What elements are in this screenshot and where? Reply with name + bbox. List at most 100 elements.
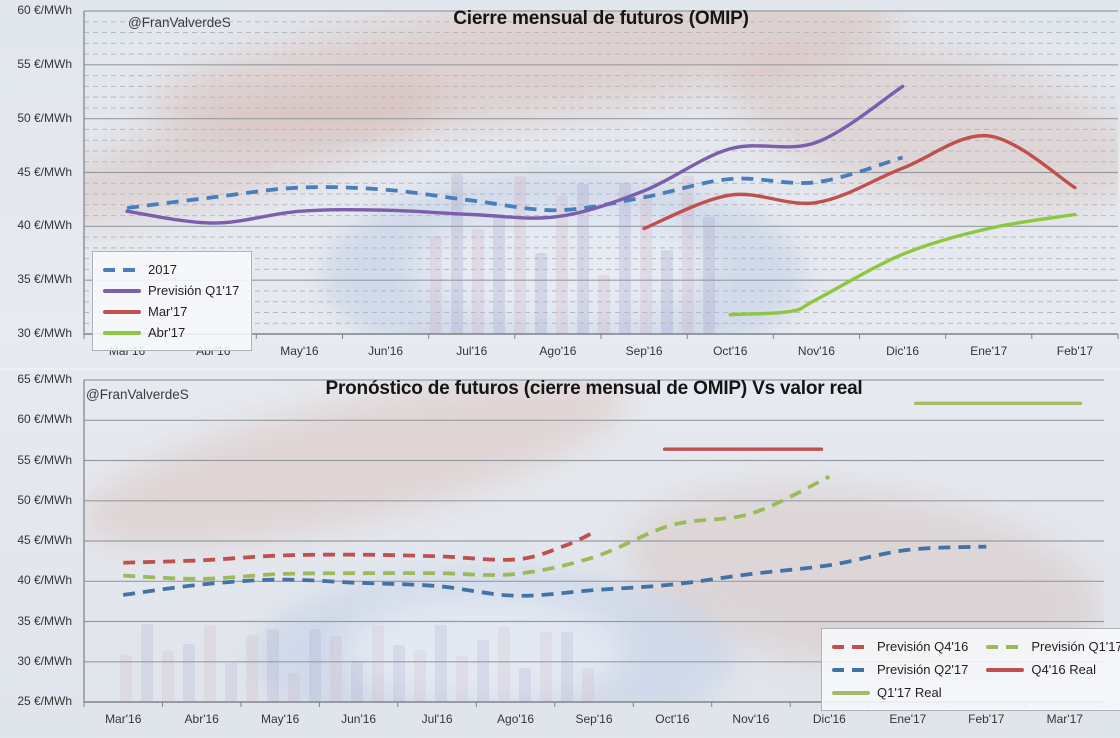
x-tick-label: Ago'16 — [539, 344, 577, 358]
watermark: @FranValverdeS — [128, 15, 231, 30]
x-tick-label: Nov'16 — [732, 712, 770, 726]
x-tick-label: Jun'16 — [341, 712, 377, 726]
background-bar-decor — [561, 632, 573, 702]
background-bar-decor — [393, 645, 405, 702]
x-tick-label: Jul'16 — [456, 344, 488, 358]
y-tick-label: 25 €/MWh — [17, 694, 72, 708]
solid-line-swatch — [986, 667, 1025, 672]
legend-label: Previsión Q2'17 — [877, 662, 969, 677]
x-tick-label: Sep'16 — [625, 344, 663, 358]
background-bar-decor — [246, 635, 258, 702]
x-tick-label: Nov'16 — [797, 344, 835, 358]
background-bar-decor — [598, 275, 610, 334]
x-axis-labels: Mar'16 Abr'16 May'16 Jun'16 Jul'16 Ago'16 Sep'… — [0, 370, 1120, 738]
x-tick-label: Ago'16 — [497, 712, 535, 726]
chart-title: Pronóstico de futuros (cierre mensual de… — [325, 378, 863, 399]
legend-item-previsi-n-q2-17: Previsión Q2'17 — [832, 659, 968, 680]
chart-title: Cierre mensual de futuros (OMIP) — [453, 8, 749, 29]
series-line-2017 — [126, 155, 904, 213]
x-tick-label: Dic'16 — [886, 344, 920, 358]
x-tick-label: Ene'17 — [970, 344, 1008, 358]
background-bar-decor — [472, 229, 484, 334]
background-bar-decor — [535, 253, 547, 334]
crystal-ball-blob — [324, 176, 804, 334]
x-tick-label: Oct'16 — [655, 712, 690, 726]
watermark: @FranValverdeS — [86, 387, 189, 402]
solid-line-swatch — [832, 690, 870, 695]
legend-label: Mar'17 — [148, 304, 188, 319]
legend-item-q4-16-real: Q4'16 Real — [986, 659, 1120, 680]
background-bar-decor — [267, 629, 279, 702]
legend-label: Previsión Q4'16 — [877, 639, 969, 654]
dashed-line-swatch — [986, 644, 1025, 649]
x-tick-label: Ene'17 — [889, 712, 927, 726]
dashed-line-swatch — [832, 644, 870, 649]
background-bar-decor — [640, 198, 652, 334]
y-tick-label: 65 €/MWh — [17, 372, 72, 386]
legend-item-previsi-n-q1-17: Previsión Q1'17 — [986, 636, 1120, 657]
background-bar-decor — [556, 196, 568, 334]
legend-label: Q4'16 Real — [1031, 662, 1097, 677]
y-axis-labels: 65 €/MWh 60 €/MWh 55 €/MWh 50 €/MWh 45 €/MWh… — [0, 370, 78, 738]
legend-label: Previsión Q1'17 — [148, 283, 240, 298]
y-tick-label: 35 €/MWh — [17, 613, 72, 628]
background-bar-decor — [330, 636, 342, 702]
dashed-line-swatch — [103, 267, 141, 272]
background-bar-decor — [493, 214, 505, 334]
background-bar-decor — [372, 625, 384, 702]
x-tick-label: Abr'16 — [184, 712, 219, 726]
legend: 2017 Previsión Q1'17 Mar'17 Abr'17 — [92, 251, 253, 351]
crystal-ball-highlight — [344, 595, 624, 702]
x-tick-label: Mar'17 — [1046, 712, 1083, 726]
series-line-previsi-n-q4-16 — [123, 530, 595, 565]
y-tick-label: 30 €/MWh — [17, 653, 72, 668]
legend-label: Previsión Q1'17 — [1031, 639, 1120, 654]
background-bar-decor — [225, 663, 237, 702]
y-tick-label: 55 €/MWh — [17, 452, 72, 467]
solid-line-swatch — [103, 330, 141, 335]
legend-item-previsi-n-q1-17: Previsión Q1'17 — [103, 280, 239, 301]
y-tick-label: 50 €/MWh — [17, 492, 72, 507]
legend-item-abr-17: Abr'17 — [103, 322, 239, 343]
background-bar-decor — [120, 655, 132, 702]
background-bar-decor — [351, 661, 363, 702]
background-bar-decor — [288, 673, 300, 702]
background-bar-decor — [162, 651, 174, 702]
legend-item-2017: 2017 — [103, 259, 239, 280]
dashed-line-swatch — [832, 667, 870, 672]
background-photo-decor — [84, 380, 1104, 702]
background-bar-decor — [582, 668, 594, 702]
y-tick-label: 45 €/MWh — [17, 164, 72, 179]
solid-line-swatch — [103, 309, 141, 314]
chart-top-plot — [83, 10, 1119, 339]
y-tick-label: 40 €/MWh — [17, 573, 72, 588]
legend-label: Abr'17 — [148, 325, 186, 340]
background-bar-decor — [477, 640, 489, 702]
background-bar-decor — [309, 629, 321, 702]
x-tick-label: Dic'16 — [812, 712, 846, 726]
background-bar-decor — [456, 656, 468, 702]
legend-item-q1-17-real: Q1'17 Real — [832, 682, 968, 703]
series-line-abr-17 — [728, 212, 1077, 317]
background-bar-decor — [183, 644, 195, 702]
x-tick-label: Jun'16 — [368, 344, 404, 358]
legend-label: 2017 — [148, 262, 177, 277]
background-bar-decor — [204, 625, 216, 702]
y-tick-label: 60 €/MWh — [17, 412, 72, 427]
series-line-previsi-n-q1-17 — [125, 84, 905, 225]
y-tick-label: 30 €/MWh — [17, 326, 72, 340]
x-tick-label: Feb'17 — [968, 712, 1005, 726]
solid-line-swatch — [103, 288, 141, 293]
legend-item-mar-17: Mar'17 — [103, 301, 239, 322]
chart-top-panel: Cierre mensual de futuros (OMIP) @FranVa… — [0, 0, 1120, 368]
x-tick-label: Feb'17 — [1056, 344, 1094, 358]
background-bar-decor — [435, 625, 447, 702]
x-tick-label: May'16 — [260, 712, 300, 726]
background-bar-decor — [703, 217, 715, 334]
y-tick-label: 40 €/MWh — [17, 218, 72, 233]
x-tick-label: Mar'16 — [105, 712, 142, 726]
series-line-previsi-n-q2-17 — [122, 544, 987, 598]
background-bar-decor — [430, 236, 442, 334]
series-line-previsi-n-q1-17 — [123, 474, 831, 581]
